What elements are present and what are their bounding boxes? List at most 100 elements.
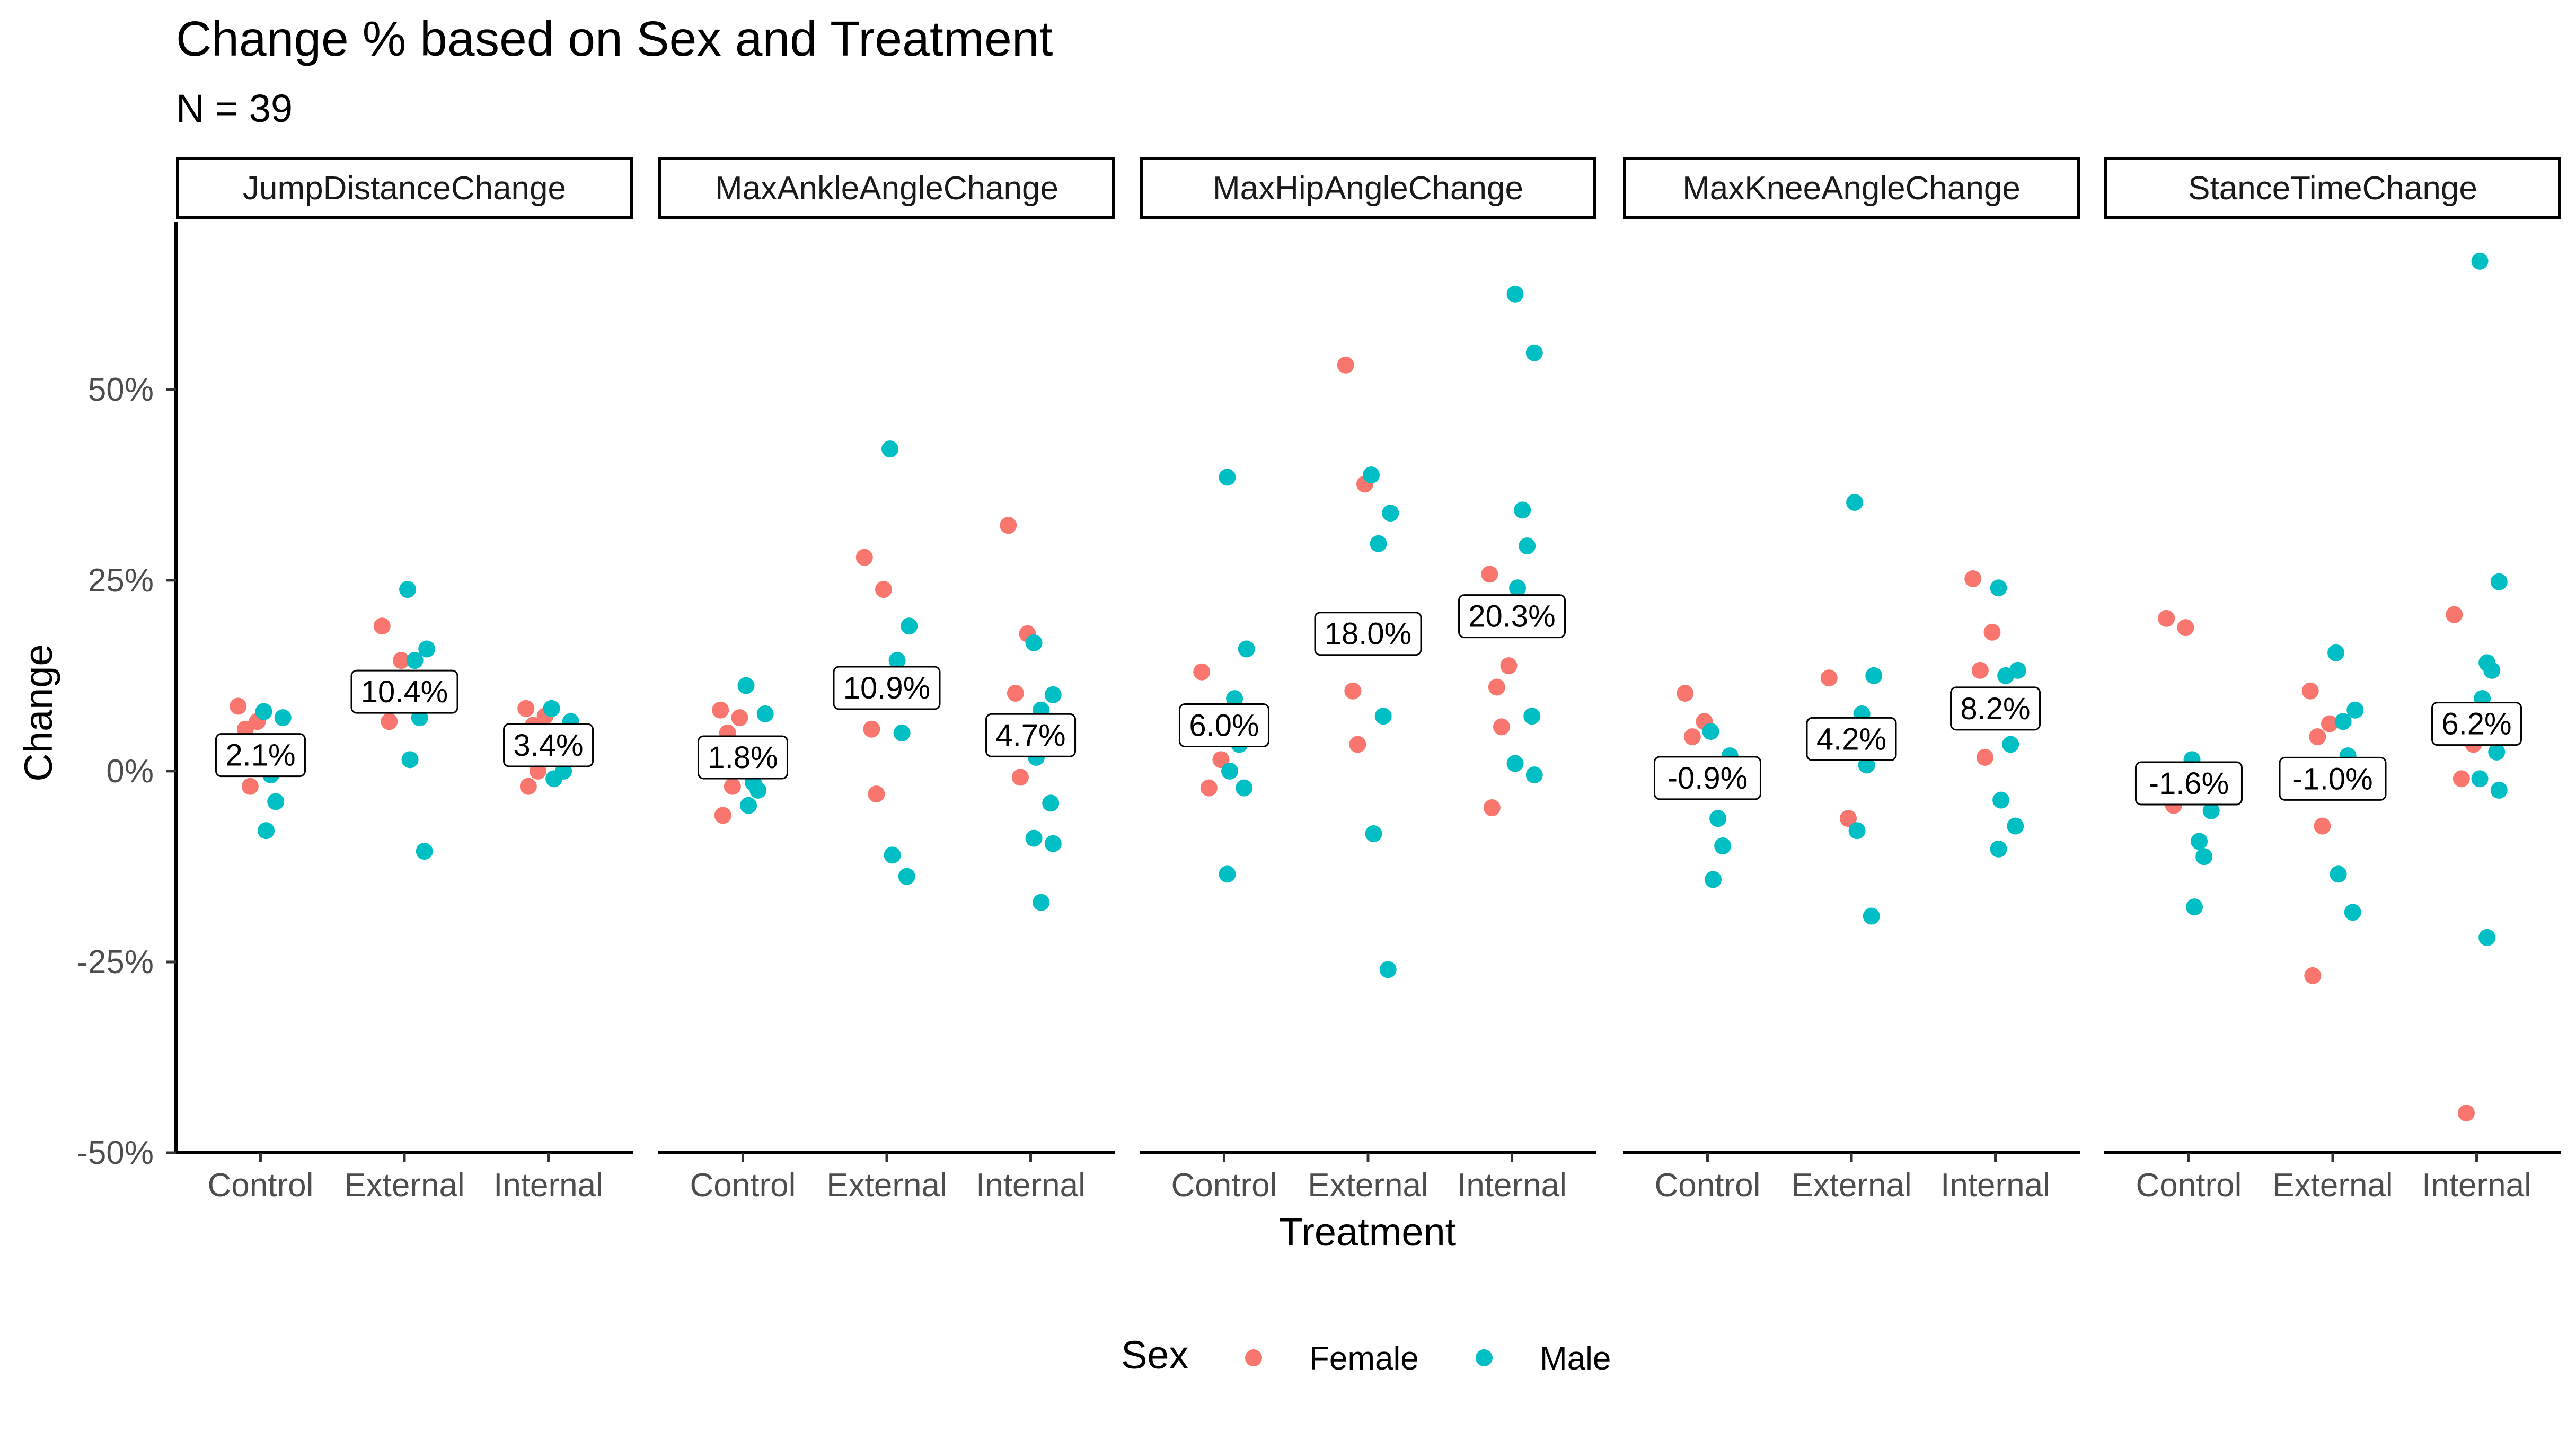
mean-label-box	[1806, 717, 1897, 761]
data-point-male	[255, 703, 272, 720]
mean-label-box	[503, 723, 594, 767]
facet-strip	[1623, 157, 2080, 219]
data-point-female	[241, 778, 259, 795]
data-point-male	[1236, 779, 1253, 797]
data-point-female	[863, 720, 880, 738]
mean-label-text: -1.6%	[2149, 766, 2229, 801]
mean-label-text: 10.4%	[361, 675, 448, 709]
data-point-male	[1506, 755, 1524, 772]
mean-label-box	[697, 735, 788, 780]
data-point-male	[2483, 661, 2501, 679]
data-point-male	[2007, 817, 2024, 835]
data-point-male	[901, 617, 918, 635]
data-point-male	[2191, 833, 2208, 850]
data-point-male	[1042, 794, 1060, 812]
facet-panel-MaxAnkleAngleChange: MaxAnkleAngleChange Control External Intern…	[658, 157, 1115, 1204]
mean-label-box	[350, 669, 458, 714]
legend-label-male: Male	[1540, 1340, 1611, 1377]
data-point-male	[1221, 762, 1239, 780]
facet-strip-label: MaxAnkleAngleChange	[715, 170, 1058, 207]
facet-strip-label: MaxKneeAngleChange	[1682, 170, 2021, 207]
data-point-male	[1025, 829, 1043, 847]
data-point-female	[2457, 1105, 2475, 1122]
mean-label: 4.2%	[1806, 717, 1897, 761]
mean-label-box	[833, 666, 941, 710]
data-point-female	[1483, 799, 1501, 817]
x-tick-label: Internal	[493, 1167, 603, 1204]
data-point-male	[1519, 537, 1536, 555]
y-axis-title: Change	[16, 644, 60, 781]
facet-strip-label: JumpDistanceChange	[243, 170, 566, 207]
data-point-female	[2301, 682, 2319, 700]
y-tick-label: -25%	[77, 944, 154, 980]
mean-label-box	[1314, 612, 1422, 656]
mean-label-text: 18.0%	[1325, 617, 1411, 651]
mean-label: 4.7%	[985, 713, 1077, 757]
data-point-female	[1000, 517, 1017, 534]
mean-label: -1.0%	[2279, 756, 2387, 801]
data-point-male	[2186, 898, 2203, 916]
data-point-male	[1525, 766, 1543, 784]
data-point-female	[1193, 663, 1211, 681]
facet-strip-label: MaxHipAngleChange	[1213, 170, 1523, 207]
data-point-male	[1506, 285, 1524, 303]
data-point-male	[1379, 961, 1397, 978]
data-point-female	[2304, 967, 2322, 984]
facet-panel-MaxHipAngleChange: MaxHipAngleChange Control External Internal…	[1140, 157, 1596, 1204]
data-point-male	[1370, 535, 1387, 552]
data-point-female	[1839, 810, 1857, 827]
data-point-male	[756, 705, 774, 722]
data-point-male	[2344, 904, 2361, 921]
legend-key-male	[1476, 1349, 1493, 1366]
y-axis: 50% 25% 0% -25% -50%	[77, 222, 178, 1171]
mean-label-box	[1458, 594, 1566, 639]
data-point-female	[1500, 657, 1518, 675]
data-point-female	[1983, 623, 2001, 641]
mean-label-box	[1950, 686, 2041, 731]
x-tick-label: Control	[1655, 1167, 1761, 1204]
data-point-female	[2158, 610, 2175, 627]
data-point-female	[381, 713, 398, 730]
data-point-male	[2488, 743, 2506, 761]
data-point-male	[884, 846, 901, 864]
mean-label: 3.4%	[503, 723, 594, 767]
data-point-male	[1509, 579, 1527, 597]
mean-label-text: 2.1%	[225, 738, 295, 773]
data-point-female	[517, 700, 535, 717]
data-point-male	[1514, 501, 1531, 519]
data-point-male	[2490, 573, 2508, 590]
facet-panel-JumpDistanceChange: JumpDistanceChange Control External Interna…	[176, 157, 633, 1204]
data-point-male	[893, 724, 911, 741]
data-point-male	[1025, 634, 1043, 651]
data-point-male	[1523, 708, 1541, 725]
facet-strip	[176, 157, 633, 219]
data-point-male	[1374, 708, 1392, 725]
data-point-male	[1709, 810, 1727, 827]
data-point-male	[1705, 871, 1722, 888]
data-point-male	[1846, 493, 1864, 511]
mean-label: 10.4%	[350, 669, 458, 714]
facet-panels: JumpDistanceChange Control External Interna…	[176, 157, 2561, 1204]
data-point-male	[2334, 713, 2352, 730]
data-point-male	[2327, 644, 2345, 661]
chart-title: Change % based on Sex and Treatment	[176, 11, 1053, 66]
mean-label-text: 20.3%	[1468, 599, 1555, 634]
data-point-male	[258, 822, 275, 840]
x-tick-label: External	[344, 1167, 464, 1204]
data-point-male	[2346, 701, 2364, 719]
data-point-male	[1992, 791, 2010, 809]
data-point-female	[392, 652, 410, 669]
mean-label: -0.9%	[1653, 756, 1761, 800]
mean-label: 20.3%	[1458, 594, 1566, 639]
mean-label-box	[985, 713, 1077, 757]
x-axis-title: Treatment	[1279, 1210, 1457, 1254]
data-point-male	[1044, 835, 1062, 852]
data-point-male	[1365, 825, 1382, 843]
data-point-female	[2453, 770, 2470, 788]
data-point-female	[1200, 779, 1218, 797]
mean-label-text: -1.0%	[2292, 762, 2373, 796]
mean-label-box	[2431, 702, 2522, 746]
x-tick-label: Internal	[1940, 1167, 2050, 1204]
data-point-female	[1488, 678, 1505, 696]
